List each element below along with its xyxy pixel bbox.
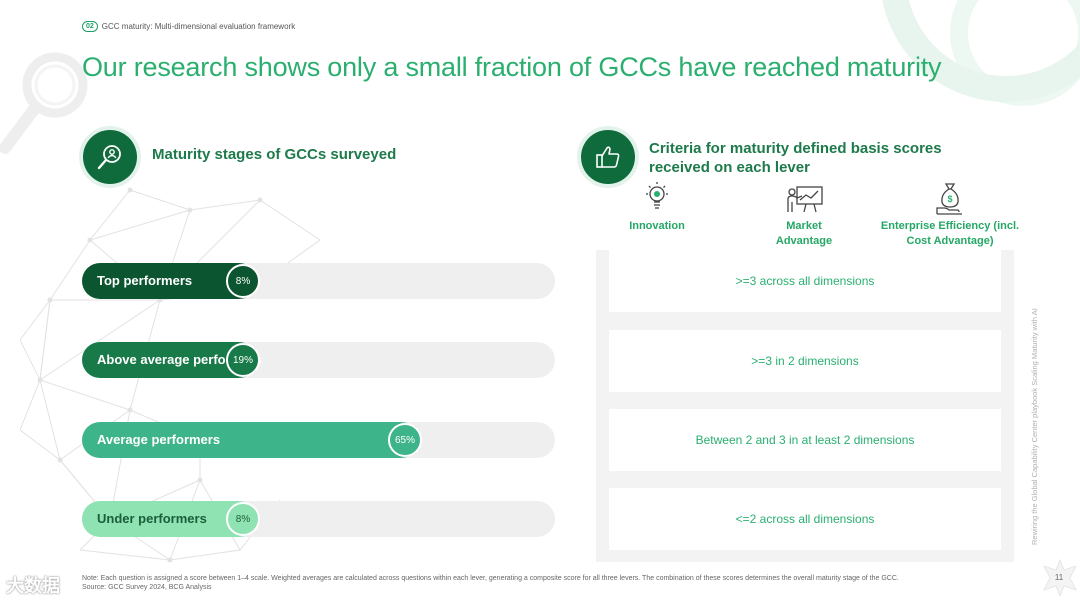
criteria-row: Between 2 and 3 in at least 2 dimensions xyxy=(609,409,1001,471)
lever-innovation: Innovation xyxy=(629,220,685,232)
page-number: 11 xyxy=(1054,572,1064,582)
page-title: Our research shows only a small fraction… xyxy=(82,52,942,82)
footnote: Note: Each question is assigned a score … xyxy=(82,574,982,592)
criteria-text: >=3 across all dimensions xyxy=(735,274,875,288)
maturity-bar-label: Top performers xyxy=(97,273,193,288)
criteria-text: >=3 in 2 dimensions xyxy=(751,354,859,368)
side-report-title: Rewiring the Global Capability Center pl… xyxy=(1030,308,1039,545)
criteria-row: <=2 across all dimensions xyxy=(609,488,1001,550)
presentation-chart-icon xyxy=(787,186,823,213)
maturity-bar-track: Average performers 65% xyxy=(82,422,555,458)
search-person-icon xyxy=(83,130,137,184)
thumbs-up-icon xyxy=(581,130,635,184)
maturity-bar-fill: Under performers 8% xyxy=(82,501,260,537)
maturity-bar-value-badge: 8% xyxy=(226,502,260,536)
criteria-text: Between 2 and 3 in at least 2 dimensions xyxy=(695,433,915,447)
page-number-badge xyxy=(1043,558,1077,598)
footnote-source: Source: GCC Survey 2024, BCG Analysis xyxy=(82,584,212,591)
maturity-bar-value-badge: 19% xyxy=(226,343,260,377)
maturity-bar-track: Top performers 8% xyxy=(82,263,555,299)
lever-market-advantage: Market Advantage xyxy=(775,220,833,247)
section-number: 02 xyxy=(82,21,98,32)
criteria-text: <=2 across all dimensions xyxy=(735,512,875,526)
section-tag: 02 GCC maturity: Multi-dimensional evalu… xyxy=(82,21,295,32)
maturity-bar-track: Above average performers 19% xyxy=(82,342,555,378)
maturity-bar-label: Average performers xyxy=(97,432,221,447)
money-bag-icon: $ xyxy=(936,183,962,215)
criteria-row: >=3 in 2 dimensions xyxy=(609,330,1001,392)
maturity-bar-label: Above average performers xyxy=(97,352,262,367)
maturity-bar-value-badge: 65% xyxy=(388,423,422,457)
lightbulb-icon xyxy=(646,182,668,209)
maturity-bar-track: Under performers 8% xyxy=(82,501,555,537)
lever-enterprise-efficiency: Enterprise Efficiency (incl. Cost Advant… xyxy=(880,220,1020,247)
criteria-heading: Criteria for maturity defined basis scor… xyxy=(649,140,942,176)
maturity-bar-fill: Above average performers 19% xyxy=(82,342,262,378)
magnifier-watermark-icon xyxy=(0,52,88,154)
maturity-bar-label: Under performers xyxy=(97,511,207,526)
watermark-logo: 大数据 xyxy=(6,576,60,596)
footnote-note: Note: Each question is assigned a score … xyxy=(82,575,899,582)
criteria-row: >=3 across all dimensions xyxy=(609,250,1001,312)
section-title: GCC maturity: Multi-dimensional evaluati… xyxy=(101,22,296,31)
maturity-bar-fill: Top performers 8% xyxy=(82,263,260,299)
maturity-stages-heading: Maturity stages of GCCs surveyed xyxy=(152,146,397,163)
svg-text:$: $ xyxy=(947,194,952,204)
maturity-bar-value-badge: 8% xyxy=(226,264,260,298)
maturity-bar-fill: Average performers 65% xyxy=(82,422,422,458)
